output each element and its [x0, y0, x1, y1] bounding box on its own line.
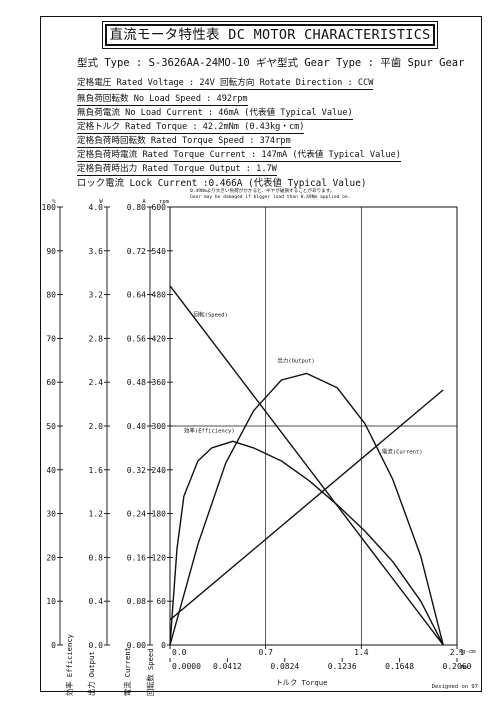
chart-series — [169, 285, 444, 646]
gear-warning-jp: 0.49Nmより大きい負荷がかかると、ギヤが破損することがあります。 — [190, 189, 335, 194]
y-tick-label-spd: 540 — [152, 247, 167, 256]
series-label-cur: 電流(Current) — [382, 447, 423, 455]
y-tick-label-out: 2.0 — [89, 422, 104, 431]
y-tick-label-out: 2.8 — [89, 334, 104, 343]
x-tick-label-primary: 2.1 — [450, 648, 465, 657]
y-tick-label-eff: 50 — [46, 422, 56, 431]
y-tick-label-out: 3.2 — [89, 291, 104, 300]
chart-grid — [169, 206, 458, 646]
y-tick-label-eff: 10 — [46, 597, 56, 606]
y-axis-title-spd: 回転数 Speed — [146, 648, 155, 696]
y-tick-label-out: 4.0 — [89, 203, 104, 212]
chart-labels: 回転(Speed) 電流(Current) 出力(Output) 効率(Efficie… — [184, 312, 478, 691]
y-unit-cur: A — [142, 199, 146, 205]
spec-type: 型式 Type : S-3626AA-24MO-10 ギヤ型式 Gear Typ… — [77, 57, 465, 69]
series-line-eff — [169, 440, 444, 646]
y-tick-label-cur: 0.72 — [127, 247, 146, 256]
y-axis-title-cur: 電流 Current — [123, 647, 132, 696]
x-tick-label-primary: 1.4 — [354, 648, 369, 657]
y-tick-label-cur: 0.48 — [127, 378, 146, 387]
spec-rated-torque-output: 定格負荷時出力 Rated Torque Output : 1.7W — [77, 164, 277, 176]
spec-rated-torque-current: 定格負荷時電流 Rated Torque Current : 147mA (代表… — [77, 150, 401, 162]
spec-rated-torque: 定格トルク Rated Torque : 42.2mNm (0.43kg・cm) — [77, 122, 305, 134]
gear-warning-en: Gear may be damaged if bigger load than … — [190, 195, 351, 200]
x-unit-primary: kg-cm — [459, 649, 476, 655]
series-line-out — [169, 372, 444, 646]
y-tick-label-out: 0.8 — [89, 553, 104, 562]
x-tick-label-secondary: 0.0412 — [213, 662, 242, 671]
y-tick-label-eff: 30 — [46, 510, 56, 519]
spec-lock-current: ロック電流 Lock Current :0.466A (代表値 Typical … — [77, 178, 367, 189]
x-tick-label-secondary: 0.2060 — [443, 662, 472, 671]
y-tick-label-cur: 0.00 — [127, 641, 146, 650]
y-tick-label-spd: 240 — [152, 466, 167, 475]
y-tick-label-eff: 0 — [51, 641, 56, 650]
y-tick-label-out: 2.4 — [89, 378, 104, 387]
series-label-out: 出力(Output) — [277, 356, 315, 364]
y-unit-spd: rpm — [159, 199, 170, 205]
y-tick-label-out: 3.6 — [89, 247, 104, 256]
x-unit-secondary: Nm — [461, 665, 468, 671]
y-tick-label-cur: 0.24 — [127, 510, 146, 519]
y-tick-label-cur: 0.32 — [127, 466, 146, 475]
designer-note: Designed on 97 — [432, 684, 478, 690]
series-label-eff: 効率(Efficiency) — [184, 427, 235, 435]
y-tick-label-spd: 300 — [152, 422, 167, 431]
y-tick-label-eff: 40 — [46, 466, 56, 475]
chart-axes: 0 10 20 30 40 50 60 70 80 90 100% 0.0 0.4 0.8 1.2 1.6 2.… — [42, 199, 477, 696]
x-tick-label-primary: 0.0 — [172, 648, 187, 657]
y-tick-label-spd: 180 — [152, 510, 167, 519]
y-tick-label-spd: 60 — [156, 597, 166, 606]
y-tick-label-spd: 600 — [152, 203, 167, 212]
y-tick-label-eff: 20 — [46, 553, 56, 562]
spec-no-load-current: 無負荷電流 No Load Current : 46mA (代表値 Typica… — [77, 108, 353, 120]
y-unit-out: W — [99, 199, 103, 205]
sheet-frame — [40, 16, 482, 692]
y-unit-eff: % — [52, 199, 56, 205]
y-tick-label-spd: 120 — [152, 553, 167, 562]
x-tick-label-secondary: 0.0000 — [172, 662, 201, 671]
y-tick-label-out: 1.2 — [89, 510, 104, 519]
x-axis-title: トルク Torque — [276, 678, 328, 687]
series-line-cur — [169, 389, 444, 621]
y-tick-label-eff: 60 — [46, 378, 56, 387]
y-tick-label-out: 0.0 — [89, 641, 104, 650]
spec-rated-torque-speed: 定格負荷時回転数 Rated Torque Speed : 374rpm — [77, 136, 291, 148]
y-tick-label-cur: 0.64 — [127, 291, 146, 300]
x-tick-label-secondary: 0.0824 — [270, 662, 299, 671]
y-axis-title-eff: 効率 Efficiency — [65, 633, 74, 696]
y-tick-label-cur: 0.80 — [127, 203, 146, 212]
x-tick-label-secondary: 0.1648 — [385, 662, 414, 671]
y-tick-label-spd: 420 — [152, 334, 167, 343]
y-tick-label-spd: 360 — [152, 378, 167, 387]
y-tick-label-cur: 0.56 — [127, 334, 146, 343]
y-tick-label-out: 1.6 — [89, 466, 104, 475]
y-tick-label-cur: 0.40 — [127, 422, 146, 431]
y-tick-label-out: 0.4 — [89, 597, 104, 606]
y-tick-label-cur: 0.16 — [127, 553, 146, 562]
y-axis-title-out: 出力 Output — [87, 651, 96, 696]
x-tick-label-primary: 0.7 — [258, 648, 273, 657]
y-tick-label-eff: 80 — [46, 291, 56, 300]
y-tick-label-eff: 100 — [42, 203, 57, 212]
spec-rated-voltage: 定格電圧 Rated Voltage : 24V 回転方向 Rotate Dir… — [77, 78, 374, 90]
sheet-title: 直流モータ特性表 DC MOTOR CHARACTERISTICS — [102, 21, 438, 49]
y-tick-label-spd: 480 — [152, 291, 167, 300]
y-tick-label-cur: 0.08 — [127, 597, 146, 606]
series-label-spd: 回転(Speed) — [194, 312, 228, 319]
y-tick-label-spd: 0 — [161, 641, 166, 650]
y-tick-label-eff: 90 — [46, 247, 56, 256]
x-tick-label-secondary: 0.1236 — [328, 662, 357, 671]
y-tick-label-eff: 70 — [46, 334, 56, 343]
series-line-spd — [169, 285, 444, 646]
spec-no-load-speed: 無負荷回転数 No Load Speed : 492rpm — [77, 94, 248, 106]
